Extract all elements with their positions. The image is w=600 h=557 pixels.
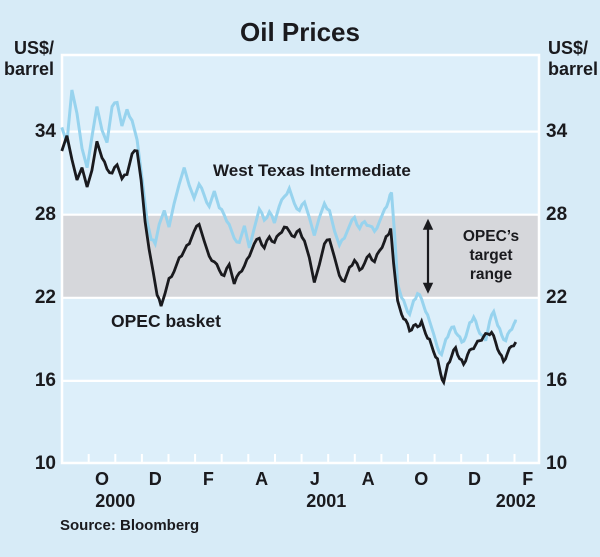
x-month-label-A: A xyxy=(255,469,269,489)
y-tick-label-left-10: 10 xyxy=(34,453,56,474)
y-axis-unit-right: US$/ barrel xyxy=(548,38,600,80)
source-note: Source: Bloomberg xyxy=(60,517,200,534)
y-tick-label-right-10: 10 xyxy=(546,453,568,474)
target-range-label-line2: target xyxy=(469,247,513,264)
target-range-label: OPEC’s target range xyxy=(460,227,522,284)
x-year-label-2001: 2001 xyxy=(306,491,347,511)
y-tick-label-right-22: 22 xyxy=(546,286,568,308)
y-tick-label-left-22: 22 xyxy=(34,286,56,308)
x-year-label-2002: 2002 xyxy=(495,491,536,511)
y-tick-label-right-34: 34 xyxy=(546,120,568,142)
plot-border xyxy=(60,53,541,465)
chart-title: Oil Prices xyxy=(240,17,360,47)
target-range-label-line3: range xyxy=(469,266,513,283)
y-axis-unit-left-line1: US$/ xyxy=(13,38,54,58)
target-range-label-line1: OPEC’s xyxy=(462,228,520,245)
x-month-label-F: F xyxy=(522,469,534,489)
y-tick-label-right-28: 28 xyxy=(546,203,568,225)
opec-basket-line xyxy=(60,135,518,387)
y-tick-label-left-28: 28 xyxy=(34,203,56,225)
wti-line xyxy=(60,89,518,358)
x-month-label-O: O xyxy=(414,469,429,489)
x-month-label-D: D xyxy=(148,469,162,489)
x-year-label-2000: 2000 xyxy=(95,491,136,511)
y-axis-unit-right-line1: US$/ xyxy=(548,38,589,58)
x-month-label-D: D xyxy=(468,469,481,489)
wti-series-label: West Texas Intermediate xyxy=(213,161,411,180)
x-month-label-J: J xyxy=(309,469,320,489)
target-band xyxy=(61,214,540,298)
y-tick-label-right-16: 16 xyxy=(546,369,568,391)
x-month-label-A: A xyxy=(361,469,375,489)
y-tick-label-left-34: 34 xyxy=(34,120,56,142)
y-axis-unit-left: US$/ barrel xyxy=(0,38,54,80)
y-tick-label-left-16: 16 xyxy=(34,369,56,391)
x-month-label-F: F xyxy=(202,469,214,489)
y-axis-unit-right-line2: barrel xyxy=(548,59,599,79)
opec-series-label: OPEC basket xyxy=(111,311,221,331)
y-axis-unit-left-line2: barrel xyxy=(3,59,54,79)
target-range-arrow xyxy=(422,218,434,294)
x-month-label-O: O xyxy=(94,469,109,489)
